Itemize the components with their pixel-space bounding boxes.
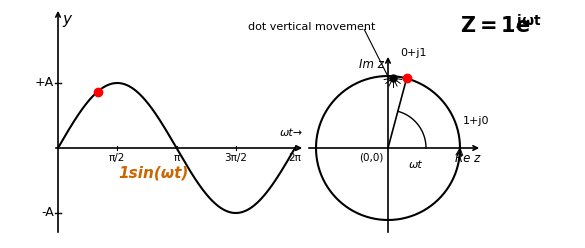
Text: -A: -A (42, 207, 54, 219)
Text: Re z: Re z (455, 152, 480, 165)
Text: π: π (173, 153, 180, 163)
Text: +A: +A (35, 76, 54, 90)
Text: 0+j1: 0+j1 (400, 48, 426, 58)
Text: ωt: ωt (409, 160, 422, 170)
Text: (0,0): (0,0) (360, 153, 384, 163)
Text: 1+j0: 1+j0 (463, 116, 490, 126)
Text: Im z: Im z (359, 58, 384, 71)
Text: $\mathbf{Z = 1e}$: $\mathbf{Z = 1e}$ (460, 16, 531, 36)
Text: $\mathbf{j\omega t}$: $\mathbf{j\omega t}$ (516, 12, 542, 30)
Text: ωt→: ωt→ (280, 128, 303, 138)
Text: 3π/2: 3π/2 (224, 153, 247, 163)
Text: 2π: 2π (288, 153, 301, 163)
Text: 1sin(ωt): 1sin(ωt) (118, 166, 188, 181)
Text: π/2: π/2 (109, 153, 125, 163)
Text: y: y (62, 12, 71, 27)
Text: dot vertical movement: dot vertical movement (248, 22, 376, 32)
